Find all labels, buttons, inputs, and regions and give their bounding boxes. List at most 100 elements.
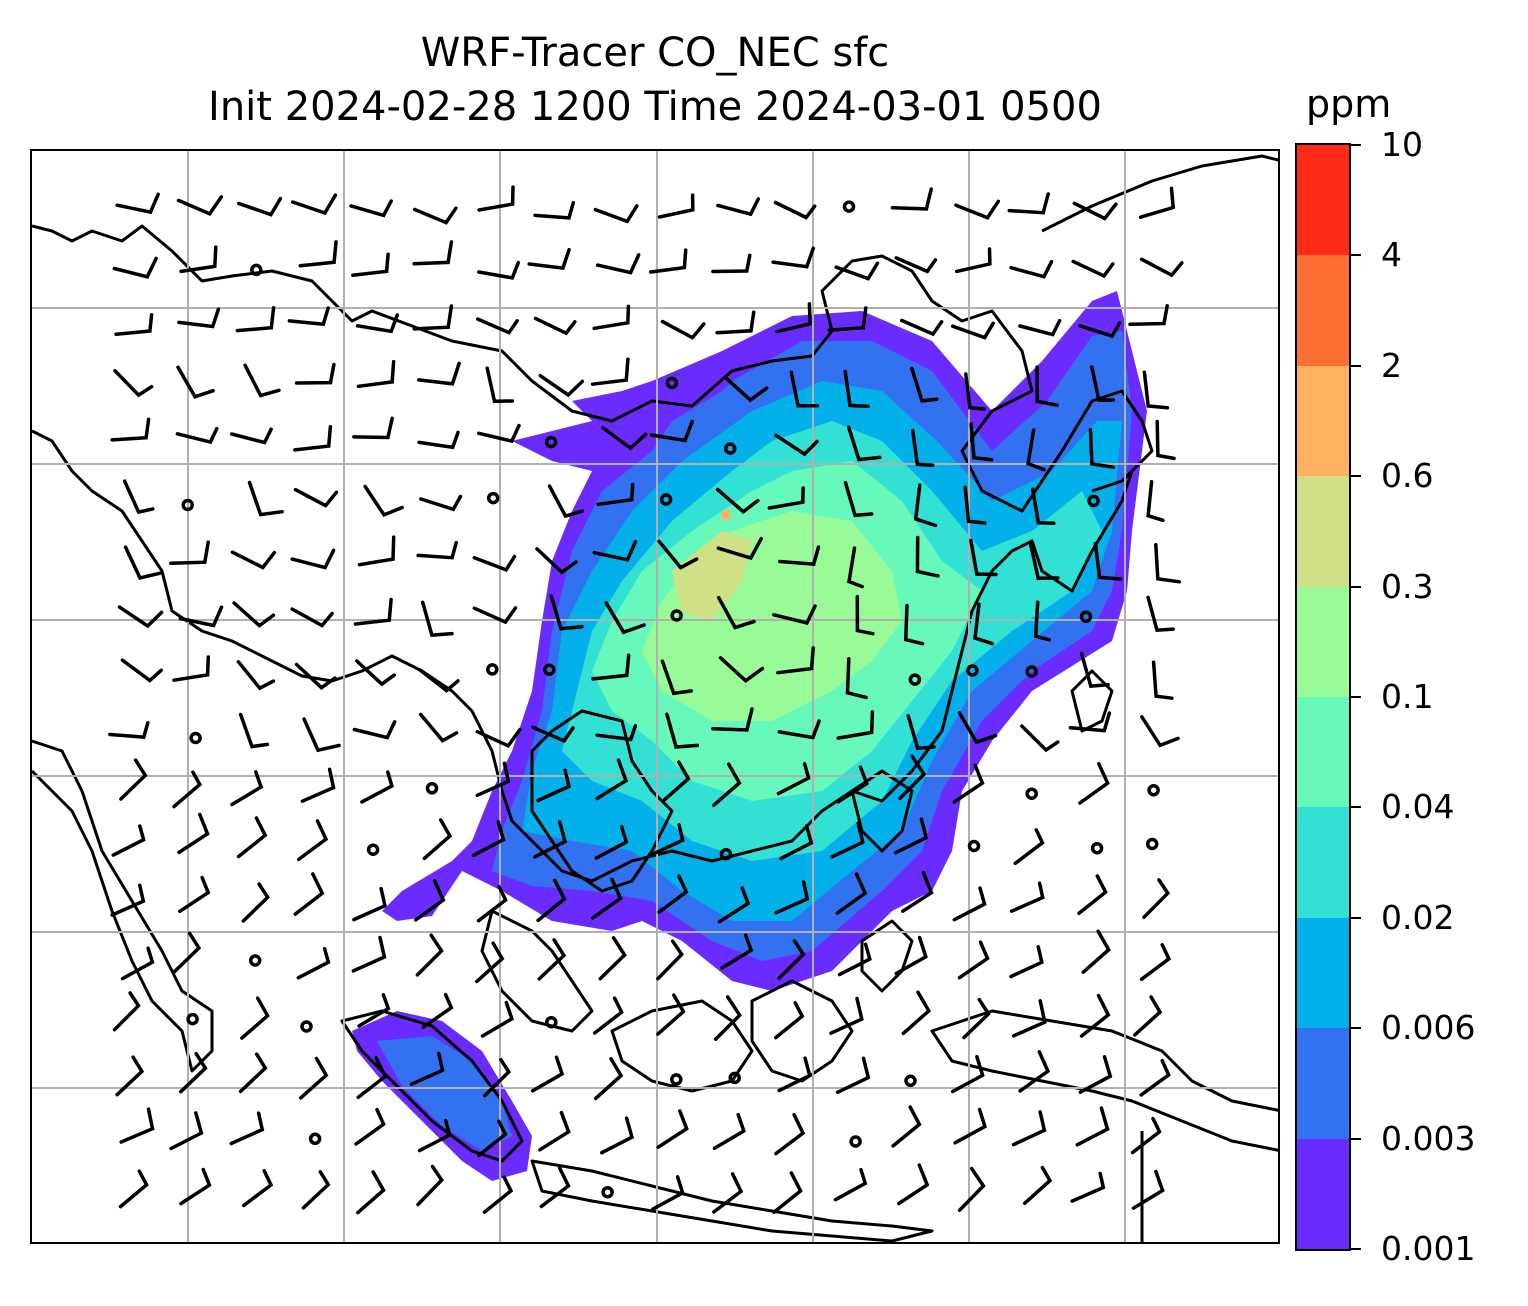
wind-barb bbox=[535, 547, 578, 575]
wind-barb-calm bbox=[601, 1185, 614, 1199]
wind-barb bbox=[418, 712, 459, 743]
wind-barb bbox=[175, 426, 219, 445]
wind-barb-calm bbox=[665, 376, 679, 390]
wind-barb bbox=[843, 369, 870, 409]
wind-barb bbox=[240, 996, 270, 1040]
wind-barb bbox=[1078, 321, 1122, 339]
wind-barb bbox=[112, 256, 158, 279]
wind-barb bbox=[954, 247, 992, 274]
colorbar-segment bbox=[1297, 586, 1349, 697]
colorbar-tick bbox=[1351, 806, 1361, 809]
coastline bbox=[340, 1009, 524, 1163]
concentration-contour bbox=[720, 509, 732, 521]
wind-barb bbox=[1009, 944, 1044, 979]
wind-barb bbox=[111, 824, 146, 857]
wind-barb bbox=[1071, 259, 1115, 279]
wind-barb bbox=[536, 878, 567, 923]
wind-barb bbox=[537, 938, 567, 981]
coastline bbox=[480, 909, 594, 1033]
colorbar-tick bbox=[1351, 1027, 1361, 1030]
wind-barb bbox=[115, 192, 160, 215]
wind-barb bbox=[238, 712, 270, 749]
wind-barb bbox=[475, 941, 505, 984]
colorbar-tick-label: 0.02 bbox=[1381, 897, 1455, 937]
wind-barb bbox=[1009, 259, 1054, 279]
wind-barb bbox=[298, 240, 338, 268]
wind-barb bbox=[952, 763, 985, 804]
wind-barb bbox=[834, 261, 880, 281]
wind-barb bbox=[1018, 1050, 1051, 1093]
wind-barb bbox=[530, 1055, 565, 1093]
wind-barb bbox=[1035, 365, 1059, 407]
wind-barb bbox=[480, 1000, 515, 1038]
wind-barb bbox=[712, 1112, 746, 1151]
wind-barb-calm bbox=[904, 1074, 917, 1088]
wind-barb bbox=[660, 319, 706, 340]
wind-barb bbox=[604, 601, 646, 635]
wind-barb bbox=[723, 375, 769, 403]
wind-barb bbox=[898, 754, 927, 801]
colorbar-tick bbox=[1351, 475, 1361, 478]
wind-barb bbox=[296, 819, 329, 862]
chart-subtitle: Init 2024-02-28 1200 Time 2024-03-01 050… bbox=[208, 84, 1102, 130]
wind-barb bbox=[771, 246, 816, 269]
colorbar-tick bbox=[1351, 1137, 1361, 1140]
wind-barb bbox=[600, 1116, 635, 1155]
wind-barb-calm bbox=[186, 1012, 199, 1026]
wind-barb bbox=[290, 548, 336, 570]
colorbar-segment bbox=[1297, 475, 1349, 587]
wind-barb bbox=[772, 604, 817, 626]
wind-barb bbox=[964, 372, 986, 411]
wind-barb bbox=[830, 821, 865, 859]
wind-barb bbox=[661, 760, 691, 803]
colorbar-tick-label: 0.006 bbox=[1381, 1008, 1476, 1048]
wind-barb bbox=[416, 361, 461, 386]
wind-barb bbox=[357, 993, 391, 1028]
wind-barb bbox=[774, 1112, 806, 1156]
wind-barb bbox=[293, 487, 339, 508]
wind-barb-calm bbox=[300, 1020, 313, 1033]
wind-barb bbox=[538, 373, 585, 398]
wind-barb bbox=[482, 1175, 514, 1214]
wind-barb bbox=[351, 252, 390, 277]
wind-barbs bbox=[108, 185, 1184, 1215]
wind-barb bbox=[1020, 724, 1060, 753]
colorbar-segment bbox=[1297, 1027, 1349, 1139]
wind-barb bbox=[1068, 711, 1112, 733]
wind-barb-calm bbox=[486, 491, 500, 505]
wind-barb bbox=[773, 1001, 805, 1040]
wind-barb bbox=[417, 668, 460, 693]
wind-barb bbox=[890, 187, 933, 211]
wind-barb bbox=[527, 247, 571, 271]
wind-barb bbox=[712, 1172, 744, 1214]
wind-barb bbox=[592, 304, 631, 331]
colorbar-tick-label: 10 bbox=[1381, 125, 1423, 164]
wind-barb bbox=[1033, 600, 1052, 642]
wind-barb bbox=[656, 1109, 689, 1149]
wind-barb-calm bbox=[189, 731, 202, 745]
wind-barb bbox=[837, 942, 872, 977]
wind-barb bbox=[301, 1170, 331, 1210]
wind-barb bbox=[413, 879, 446, 922]
wind-barb bbox=[1142, 878, 1171, 920]
wind-barb bbox=[119, 758, 148, 801]
wind-barb bbox=[973, 602, 995, 646]
wind-barb bbox=[476, 884, 508, 923]
coastline bbox=[1041, 154, 1278, 233]
wind-barb bbox=[1009, 881, 1045, 913]
wind-barb-calm bbox=[723, 442, 737, 455]
wind-barb bbox=[833, 1167, 868, 1202]
wind-barb bbox=[969, 538, 998, 577]
wind-barb bbox=[835, 1056, 871, 1095]
colorbar-segment bbox=[1297, 144, 1349, 256]
colorbar-tick bbox=[1351, 254, 1361, 257]
wind-barb bbox=[711, 253, 752, 274]
wind-barb bbox=[356, 1170, 386, 1215]
wind-barb-calm bbox=[966, 664, 979, 677]
chart-title: WRF-Tracer CO_NEC sfc bbox=[420, 30, 890, 76]
wind-barb bbox=[1142, 370, 1170, 410]
wind-barb bbox=[650, 1175, 685, 1211]
wind-barb-calm bbox=[486, 663, 499, 676]
wind-barb bbox=[1077, 874, 1108, 916]
wind-barb bbox=[777, 939, 806, 980]
